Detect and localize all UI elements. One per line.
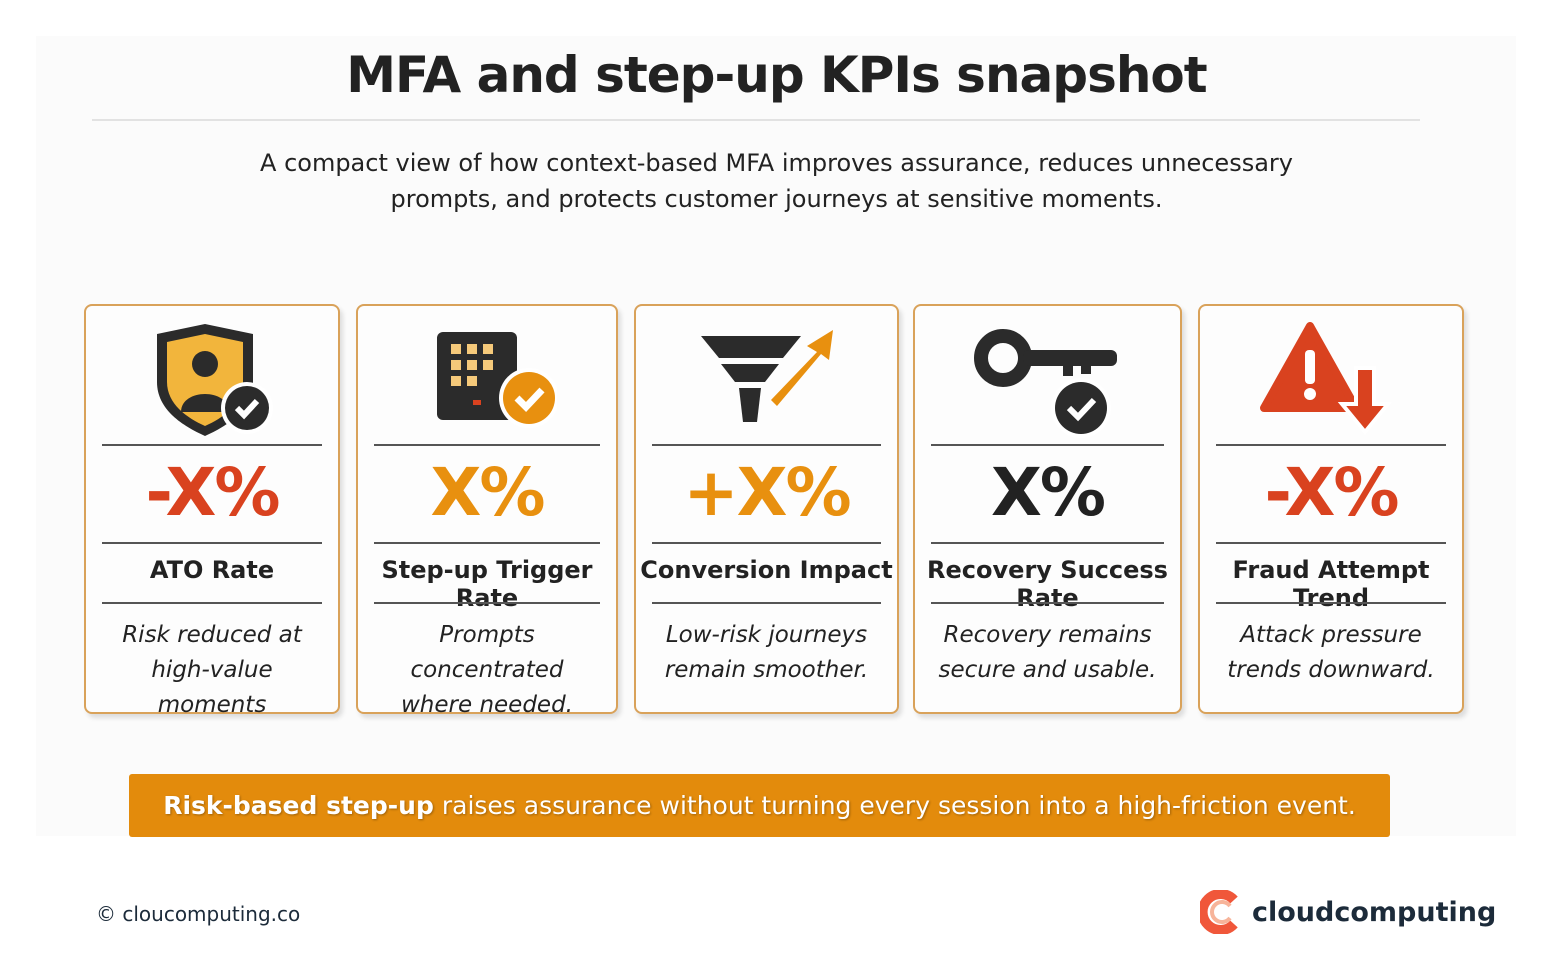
title-divider [92, 119, 1420, 121]
copyright: © cloucomputing.co [96, 902, 301, 926]
kpi-value: -X% [1264, 454, 1399, 531]
kpi-title: Conversion Impact [640, 556, 893, 584]
kpi-description: Recovery remains secure and usable. [938, 622, 1157, 683]
kpi-card-fraud-attempt-trend: -X% Fraud Attempt Trend Attack pressure t… [1198, 304, 1464, 714]
subtitle-line-1: A compact view of how context-based MFA … [260, 149, 1293, 177]
summary-banner: Risk-based step-up raises assurance witho… [129, 774, 1390, 837]
kpi-description: Risk reduced at high-value moments [122, 622, 302, 718]
kpi-card-conversion-impact: +X% Conversion Impact Low-risk journeys r… [634, 304, 899, 714]
kpi-description: Prompts concentrated where needed. [401, 622, 573, 718]
kpi-description: Attack pressure trends downward. [1227, 622, 1435, 683]
keypad-check-icon [358, 322, 616, 440]
shield-user-check-icon [86, 322, 338, 440]
warning-arrow-down-icon [1200, 322, 1462, 440]
funnel-arrow-up-icon [636, 322, 897, 440]
kpi-title: ATO Rate [149, 556, 275, 584]
kpi-card-step-up-trigger-rate: X% Step-up Trigger Rate Prompts concentr… [356, 304, 618, 718]
kpi-value: +X% [683, 454, 851, 531]
subtitle: A compact view of how context-based MFA … [0, 145, 1553, 217]
kpi-title: Fraud Attempt Trend [1232, 556, 1430, 612]
key-check-icon [915, 322, 1180, 440]
kpi-value: X% [430, 454, 545, 531]
kpi-value: X% [990, 454, 1106, 531]
kpi-title: Step-up Trigger Rate [381, 556, 593, 612]
brand-name: cloudcomputing [1252, 896, 1497, 928]
banner-highlight: Risk-based step-up [163, 791, 434, 820]
kpi-card-recovery-success-rate: X% Recovery Success Rate Recovery remain… [913, 304, 1182, 714]
kpi-value: -X% [145, 454, 280, 531]
brand-logo: cloudcomputing [1200, 890, 1496, 934]
kpi-description: Low-risk journeys remain smoother. [664, 622, 869, 683]
kpi-card-ato-rate: -X% ATO Rate Risk reduced at high-value m… [84, 304, 340, 718]
page-title: MFA and step-up KPIs snapshot [346, 46, 1207, 104]
cloudcomputing-logo-icon [1200, 890, 1238, 934]
kpi-title: Recovery Success Rate [927, 556, 1168, 612]
banner-text: raises assurance without turning every s… [441, 791, 1356, 820]
subtitle-line-2: prompts, and protects customer journeys … [390, 185, 1163, 213]
